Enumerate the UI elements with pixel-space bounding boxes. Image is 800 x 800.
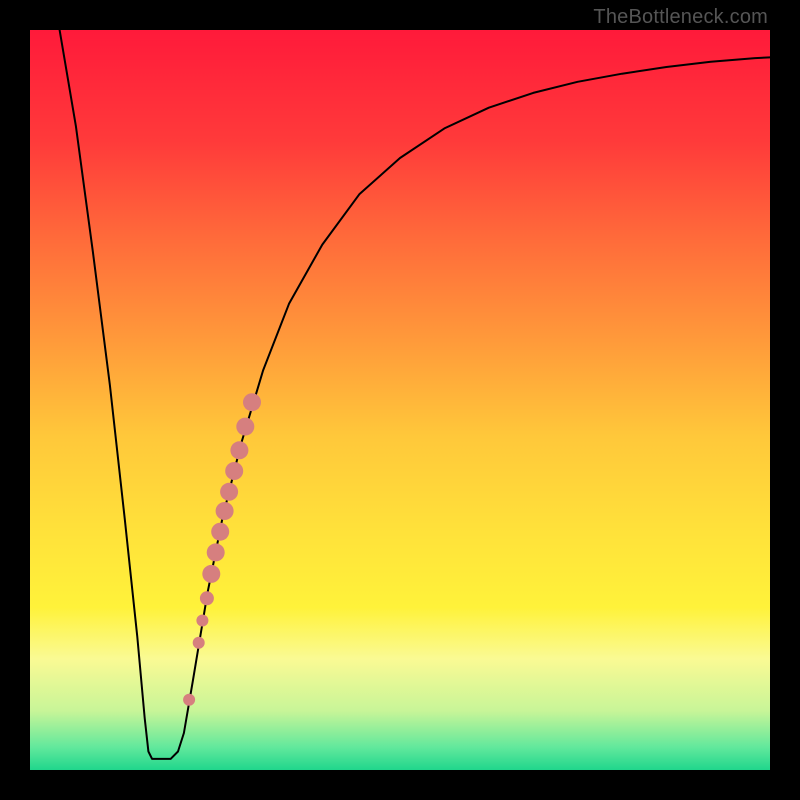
watermark-text: TheBottleneck.com [593, 6, 768, 29]
chart-wrapper: TheBottleneck.com [0, 0, 800, 800]
chart-border [0, 0, 800, 800]
